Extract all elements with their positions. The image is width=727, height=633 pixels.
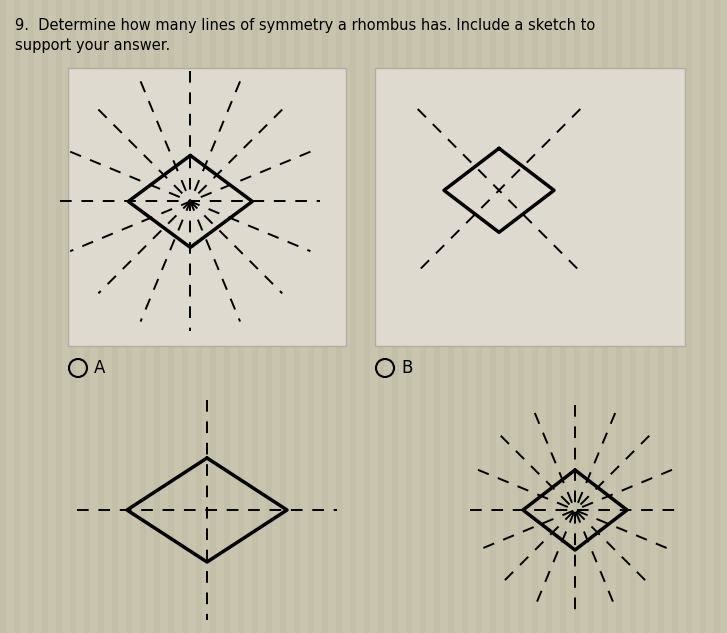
Bar	[336, 0, 342, 633]
Bar	[84, 0, 90, 633]
Bar	[644, 0, 650, 633]
Bar	[42, 0, 48, 633]
Text: A: A	[94, 359, 105, 377]
Bar	[364, 0, 370, 633]
Bar	[182, 0, 188, 633]
Bar	[252, 0, 258, 633]
Bar	[476, 0, 482, 633]
Bar	[196, 0, 202, 633]
Bar	[126, 0, 132, 633]
Bar	[308, 0, 314, 633]
Bar	[154, 0, 160, 633]
Bar	[518, 0, 524, 633]
Bar	[68, 68, 346, 346]
Bar	[98, 0, 104, 633]
Bar	[574, 0, 580, 633]
Bar	[434, 0, 440, 633]
Bar	[420, 0, 426, 633]
Bar	[70, 0, 76, 633]
Bar	[672, 0, 678, 633]
Bar	[112, 0, 118, 633]
Bar	[560, 0, 566, 633]
Bar	[168, 0, 174, 633]
Bar	[546, 0, 552, 633]
Text: B: B	[401, 359, 412, 377]
Bar	[700, 0, 706, 633]
Bar	[714, 0, 720, 633]
Bar	[532, 0, 538, 633]
Bar	[686, 0, 692, 633]
Bar	[588, 0, 594, 633]
Bar	[350, 0, 356, 633]
Bar	[375, 68, 685, 346]
Bar	[490, 0, 496, 633]
Bar	[28, 0, 34, 633]
Bar	[448, 0, 454, 633]
Bar	[322, 0, 328, 633]
Bar	[630, 0, 636, 633]
Text: support your answer.: support your answer.	[15, 38, 170, 53]
Bar	[14, 0, 20, 633]
Bar	[56, 0, 62, 633]
Bar	[392, 0, 398, 633]
Bar	[406, 0, 412, 633]
Bar	[0, 0, 6, 633]
Bar	[224, 0, 230, 633]
Bar	[658, 0, 664, 633]
Bar	[616, 0, 622, 633]
Bar	[140, 0, 146, 633]
Bar	[238, 0, 244, 633]
Bar	[504, 0, 510, 633]
Bar	[210, 0, 216, 633]
Bar	[280, 0, 286, 633]
Bar	[294, 0, 300, 633]
Bar	[378, 0, 384, 633]
Bar	[266, 0, 272, 633]
Text: 9.  Determine how many lines of symmetry a rhombus has. Include a sketch to: 9. Determine how many lines of symmetry …	[15, 18, 595, 33]
Bar	[462, 0, 468, 633]
Bar	[602, 0, 608, 633]
